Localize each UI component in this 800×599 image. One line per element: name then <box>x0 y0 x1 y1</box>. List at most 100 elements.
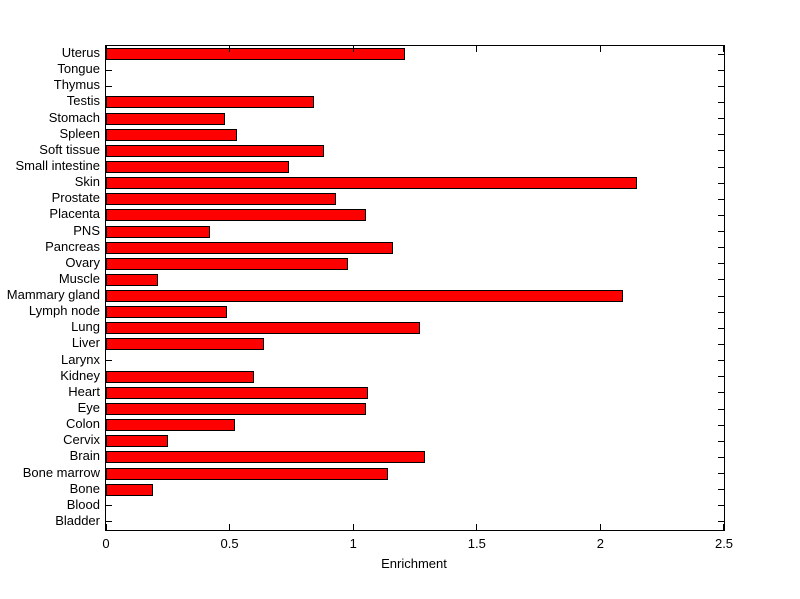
x-tick-label: 2 <box>596 536 605 551</box>
bar-bone <box>106 483 153 496</box>
x-tick-mark <box>229 46 231 52</box>
y-tick-mark <box>718 263 724 265</box>
y-tick-label: Spleen <box>59 125 100 141</box>
y-tick-mark <box>718 343 724 345</box>
x-tick-mark <box>476 46 478 52</box>
y-tick-label: Kidney <box>60 367 100 383</box>
y-tick-label: Placenta <box>49 206 100 222</box>
y-tick-mark <box>718 360 724 362</box>
y-tick-mark <box>718 521 724 523</box>
bar-skin <box>106 177 638 190</box>
x-tick-mark <box>476 524 478 530</box>
y-tick-label: Bladder <box>55 512 100 528</box>
y-tick-label: Prostate <box>51 190 100 206</box>
bar-spleen <box>106 128 238 141</box>
y-tick-mark <box>718 440 724 442</box>
y-tick-mark <box>106 69 112 71</box>
x-tick-mark <box>106 524 107 530</box>
x-tick-mark <box>723 46 724 52</box>
bar-mammary-gland <box>106 290 623 303</box>
x-tick-label: 1.5 <box>467 536 486 551</box>
bar-colon <box>106 419 235 432</box>
y-tick-mark <box>718 424 724 426</box>
x-tick-mark <box>723 524 724 530</box>
bar-pns <box>106 225 210 238</box>
y-tick-mark <box>106 360 112 362</box>
y-tick-mark <box>718 505 724 507</box>
y-tick-label: Colon <box>66 416 100 432</box>
bar-heart <box>106 386 369 399</box>
y-tick-label: Cervix <box>63 432 100 448</box>
bar-uterus <box>106 48 406 61</box>
y-tick-mark <box>106 505 112 507</box>
y-tick-mark <box>718 101 724 103</box>
y-tick-mark <box>718 166 724 168</box>
y-tick-label: Lung <box>71 319 100 335</box>
y-tick-mark <box>718 279 724 281</box>
y-tick-label: Muscle <box>58 270 100 286</box>
bar-lung <box>106 322 420 335</box>
y-tick-label: Pancreas <box>45 238 100 254</box>
y-tick-label: Soft tissue <box>39 141 100 157</box>
y-tick-mark <box>718 392 724 394</box>
x-tick-label: 0.5 <box>220 536 239 551</box>
y-tick-mark <box>718 456 724 458</box>
y-tick-mark <box>718 295 724 297</box>
x-tick-label: 2.5 <box>714 536 734 551</box>
bar-cervix <box>106 435 168 448</box>
y-tick-label: Thymus <box>53 77 100 93</box>
y-tick-label: Stomach <box>48 109 100 125</box>
y-tick-mark <box>718 85 724 87</box>
y-tick-mark <box>718 198 724 200</box>
x-tick-mark <box>352 524 354 530</box>
x-tick-mark <box>599 46 601 52</box>
bar-muscle <box>106 273 158 286</box>
y-tick-label: Skin <box>74 174 100 190</box>
bar-ovary <box>106 257 349 270</box>
y-tick-mark <box>718 247 724 249</box>
x-tick-mark <box>106 46 107 52</box>
y-tick-label: Small intestine <box>15 158 100 173</box>
y-tick-label: Larynx <box>60 351 100 367</box>
y-tick-mark <box>106 521 112 523</box>
bar-stomach <box>106 112 225 125</box>
y-tick-label: Lymph node <box>28 303 100 319</box>
y-tick-mark <box>718 118 724 120</box>
bar-placenta <box>106 209 366 222</box>
y-tick-mark <box>718 134 724 136</box>
y-tick-mark <box>718 327 724 329</box>
bar-eye <box>106 403 366 415</box>
y-tick-mark <box>718 182 724 184</box>
y-tick-label: Ovary <box>65 254 100 270</box>
y-tick-label: Eye <box>77 400 100 415</box>
x-tick-label: 1 <box>349 536 357 551</box>
y-tick-mark <box>718 376 724 378</box>
y-tick-label: PNS <box>73 222 100 238</box>
bar-prostate <box>106 193 336 206</box>
bar-kidney <box>106 370 255 383</box>
y-tick-mark <box>718 214 724 216</box>
x-axis-title: Enrichment <box>381 556 447 571</box>
bar-soft-tissue <box>106 144 324 157</box>
x-tick-mark <box>229 524 231 530</box>
y-tick-mark <box>718 473 724 475</box>
y-tick-mark <box>718 311 724 313</box>
y-tick-label: Mammary gland <box>6 287 100 303</box>
x-tick-mark <box>352 46 354 52</box>
bar-testis <box>106 96 314 109</box>
y-tick-mark <box>106 85 112 87</box>
bar-small-intestine <box>106 161 289 173</box>
y-tick-label: Liver <box>71 335 100 351</box>
bar-bone-marrow <box>106 467 388 480</box>
y-tick-mark <box>718 69 724 71</box>
y-tick-mark <box>718 408 724 410</box>
bar-brain <box>106 451 425 464</box>
bar-liver <box>106 338 265 351</box>
y-tick-label: Bone marrow <box>22 464 100 480</box>
y-tick-label: Uterus <box>61 45 100 61</box>
plot-area <box>105 45 725 531</box>
bar-pancreas <box>106 241 393 254</box>
y-tick-mark <box>718 231 724 233</box>
y-tick-mark <box>718 489 724 491</box>
